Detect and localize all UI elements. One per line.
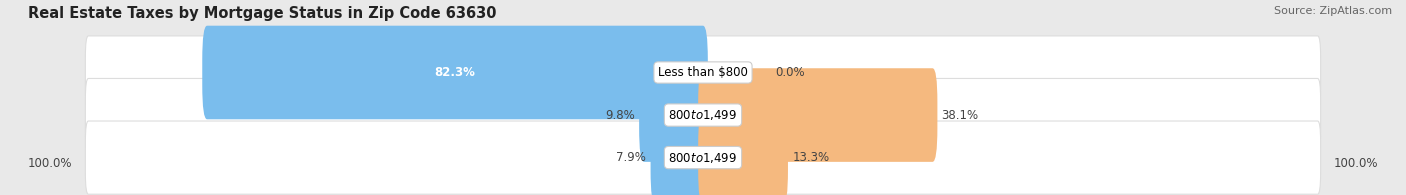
FancyBboxPatch shape xyxy=(699,111,787,195)
FancyBboxPatch shape xyxy=(202,26,707,119)
FancyBboxPatch shape xyxy=(86,121,1320,194)
Text: $800 to $1,499: $800 to $1,499 xyxy=(668,151,738,165)
Text: 9.8%: 9.8% xyxy=(605,109,636,121)
FancyBboxPatch shape xyxy=(86,36,1320,109)
Text: $800 to $1,499: $800 to $1,499 xyxy=(668,108,738,122)
Text: Real Estate Taxes by Mortgage Status in Zip Code 63630: Real Estate Taxes by Mortgage Status in … xyxy=(28,6,496,21)
FancyBboxPatch shape xyxy=(651,111,707,195)
Text: 38.1%: 38.1% xyxy=(942,109,979,121)
Text: Source: ZipAtlas.com: Source: ZipAtlas.com xyxy=(1274,6,1392,16)
Text: 0.0%: 0.0% xyxy=(775,66,804,79)
Text: 7.9%: 7.9% xyxy=(616,151,647,164)
Text: Less than $800: Less than $800 xyxy=(658,66,748,79)
Text: 13.3%: 13.3% xyxy=(792,151,830,164)
Text: 100.0%: 100.0% xyxy=(28,157,73,170)
Text: 82.3%: 82.3% xyxy=(434,66,475,79)
FancyBboxPatch shape xyxy=(699,68,938,162)
FancyBboxPatch shape xyxy=(86,78,1320,152)
Text: 100.0%: 100.0% xyxy=(1333,157,1378,170)
FancyBboxPatch shape xyxy=(640,68,707,162)
